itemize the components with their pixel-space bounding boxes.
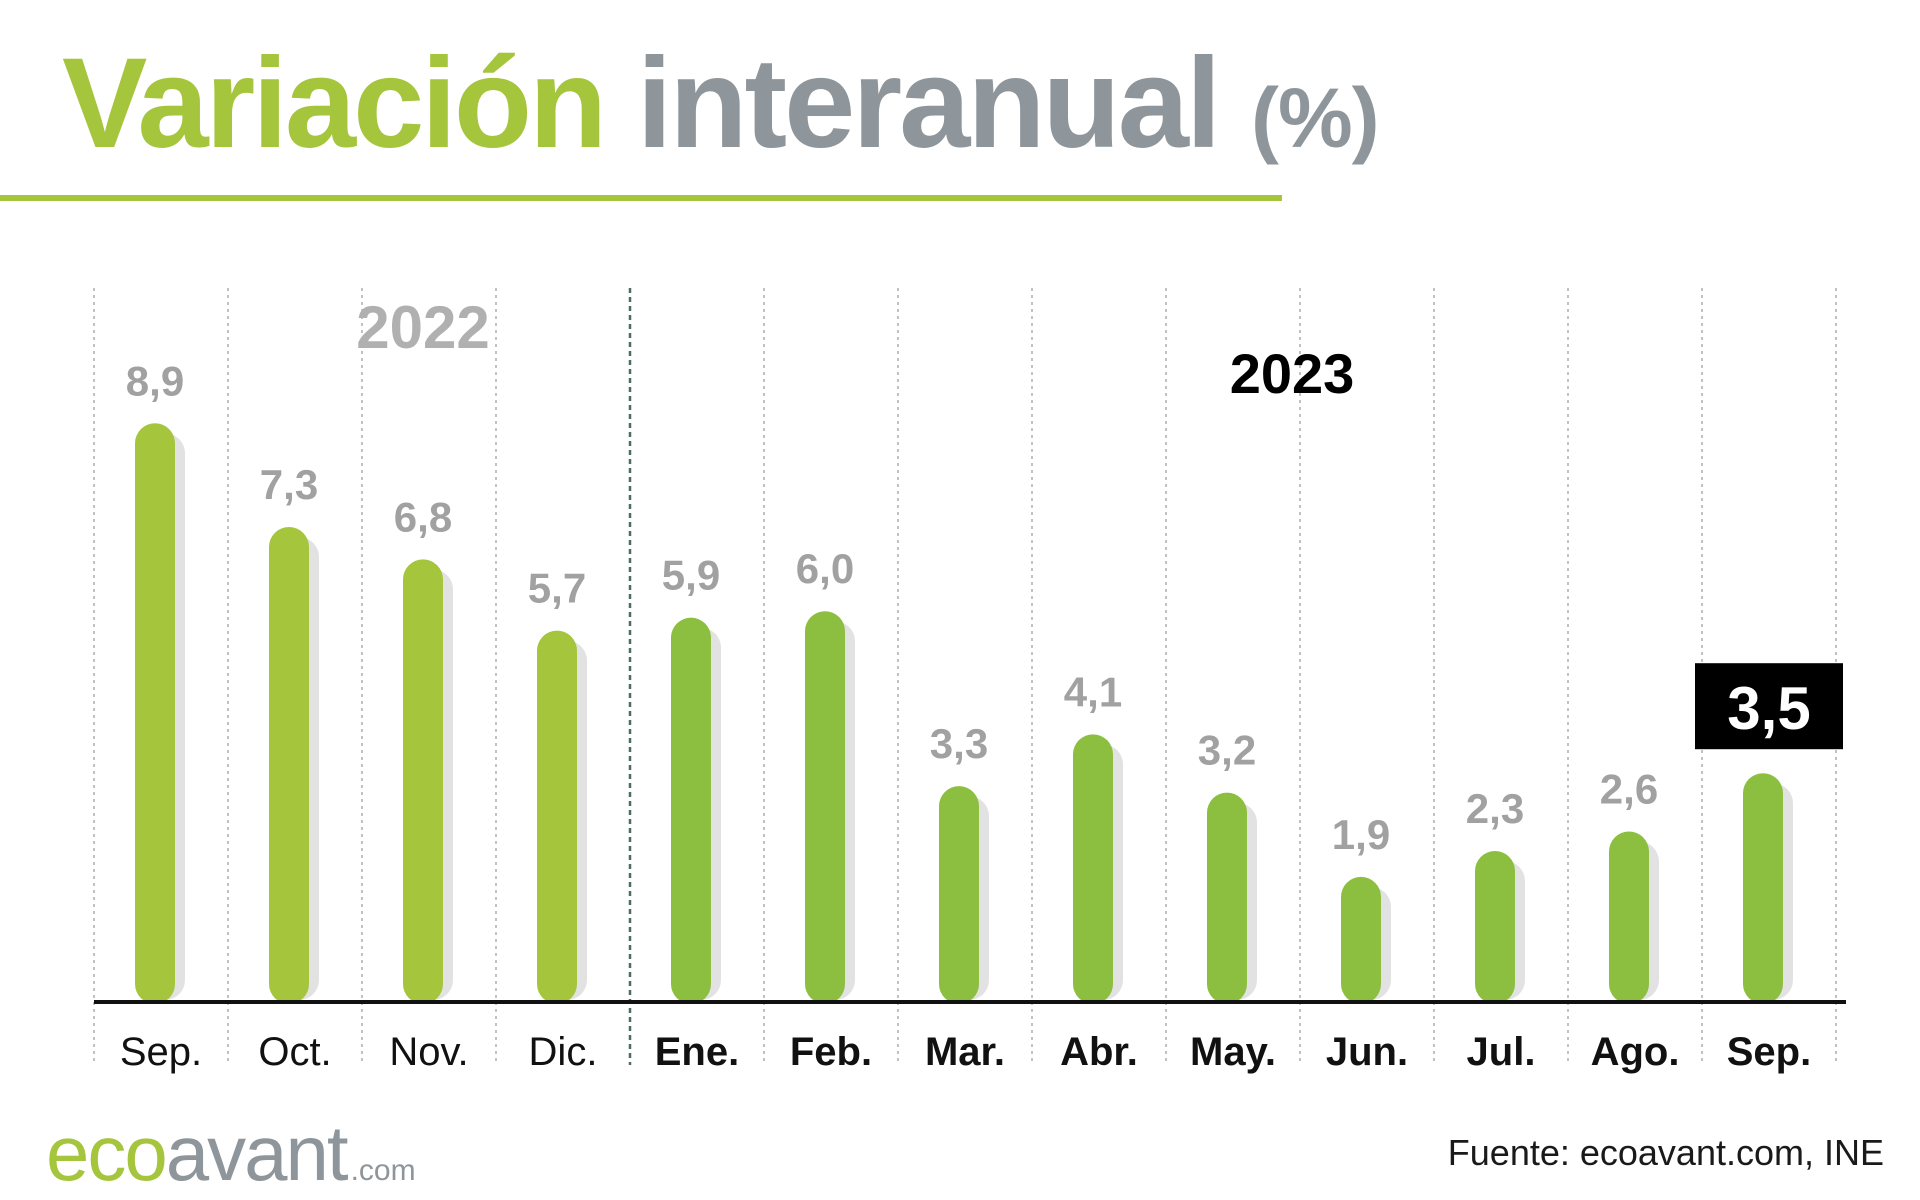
bar xyxy=(671,617,711,1004)
category-label: Sep. xyxy=(120,1030,202,1074)
category-label: Jun. xyxy=(1326,1030,1408,1074)
title-main: interanual xyxy=(636,32,1222,175)
highlight-value-box xyxy=(1695,663,1843,750)
highlight-value-label: 3,5 xyxy=(1727,675,1810,742)
brand-logo-avant: avant xyxy=(165,1109,349,1197)
bar-chart: 8,9 Sep. 7,3 Oct. 6,8 Nov. 5,7 Dic. 5,9 Ene. 6,0 Fe… xyxy=(93,288,1846,1074)
category-label: Mar. xyxy=(925,1030,1005,1074)
brand-logo: ecoavant .com xyxy=(46,1108,416,1199)
bar xyxy=(1743,773,1783,1004)
value-label: 6,8 xyxy=(394,493,452,540)
bar xyxy=(939,786,979,1004)
brand-logo-com: .com xyxy=(350,1154,416,1187)
value-label: 1,9 xyxy=(1332,811,1390,858)
bar xyxy=(269,526,309,1004)
chart-title: Variación interanual (%) xyxy=(62,24,1380,198)
value-label: 5,9 xyxy=(662,552,720,599)
value-label: 2,6 xyxy=(1600,766,1658,813)
source-note: Fuente: ecoavant.com, INE xyxy=(1447,1132,1884,1173)
bar xyxy=(403,559,443,1004)
bar xyxy=(1207,792,1247,1004)
value-label: 3,2 xyxy=(1198,727,1256,774)
title-accent: Variación xyxy=(62,32,607,175)
category-label: Feb. xyxy=(790,1030,872,1074)
value-label: 2,3 xyxy=(1466,785,1524,832)
title-underline xyxy=(0,195,1282,201)
category-label: Abr. xyxy=(1060,1030,1138,1074)
bar xyxy=(537,630,577,1004)
bar xyxy=(135,423,175,1004)
category-label: Oct. xyxy=(258,1030,331,1074)
year-label-2023: 2023 xyxy=(1230,342,1355,405)
category-label: Jul. xyxy=(1467,1030,1536,1074)
category-label: Sep. xyxy=(1727,1030,1811,1074)
category-label: Ene. xyxy=(655,1030,739,1074)
value-label: 5,7 xyxy=(528,565,586,612)
category-label: Dic. xyxy=(529,1030,598,1074)
value-label: 8,9 xyxy=(126,357,184,404)
title-unit: (%) xyxy=(1251,71,1380,165)
value-label: 7,3 xyxy=(260,461,318,508)
category-label: May. xyxy=(1190,1030,1276,1074)
value-label: 3,3 xyxy=(930,720,988,767)
year-label-2022: 2022 xyxy=(356,294,489,361)
bar xyxy=(1609,831,1649,1004)
brand-logo-eco: eco xyxy=(46,1109,168,1197)
value-label: 4,1 xyxy=(1064,668,1122,715)
value-label: 6,0 xyxy=(796,545,854,592)
bar xyxy=(1475,850,1515,1004)
bar xyxy=(1341,876,1381,1004)
category-label: Nov. xyxy=(389,1030,468,1074)
category-label: Ago. xyxy=(1591,1030,1680,1074)
bar xyxy=(805,611,845,1004)
bar xyxy=(1073,734,1113,1004)
